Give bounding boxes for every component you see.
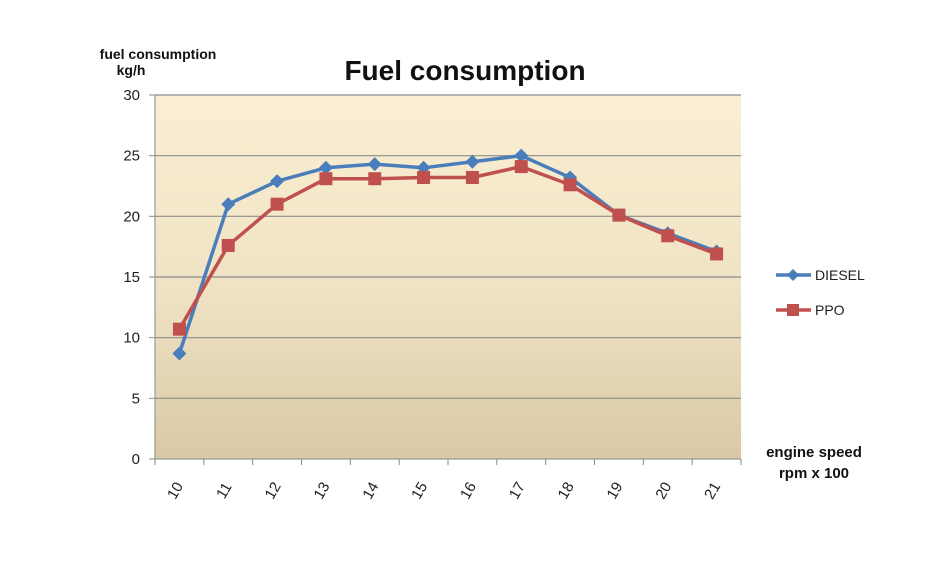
chart-title: Fuel consumption <box>344 55 585 86</box>
data-point-ppo <box>563 178 577 192</box>
data-point-diesel <box>221 197 236 212</box>
x-tick-label: 11 <box>213 480 236 502</box>
data-point-ppo <box>417 171 431 185</box>
grid-lines <box>155 94 741 399</box>
data-point-ppo <box>368 172 382 186</box>
y-axis-label-line2: kg/h <box>117 62 146 78</box>
data-point-diesel <box>465 154 480 169</box>
x-tick-label: 18 <box>555 479 578 502</box>
y-tick-label: 5 <box>132 390 140 407</box>
data-point-diesel <box>172 346 187 361</box>
data-point-diesel <box>318 160 333 175</box>
legend: DIESEL PPO <box>776 267 865 318</box>
data-point-ppo <box>710 247 724 261</box>
data-point-diesel <box>367 157 382 172</box>
x-tick-label: 10 <box>164 479 187 502</box>
data-point-diesel <box>270 174 285 189</box>
data-point-ppo <box>172 322 186 336</box>
y-tick-labels: 0 5 10 15 20 25 30 <box>123 87 140 468</box>
data-point-ppo <box>661 229 675 243</box>
x-tick-label: 12 <box>262 479 285 502</box>
data-point-ppo <box>612 208 626 222</box>
data-point-ppo <box>465 171 479 185</box>
y-tick-label: 15 <box>123 269 140 286</box>
x-tick-label: 17 <box>506 479 529 502</box>
x-axis-label-line1: engine speed <box>766 444 862 461</box>
data-series <box>172 148 724 361</box>
y-tick-label: 30 <box>123 87 140 104</box>
axes <box>149 94 742 465</box>
x-tick-label: 21 <box>701 479 724 502</box>
y-tick-label: 10 <box>123 330 140 347</box>
legend-label-diesel: DIESEL <box>815 267 865 283</box>
legend-marker-diesel <box>787 269 799 281</box>
legend-label-ppo: PPO <box>815 302 845 318</box>
x-axis-label-line2: rpm x 100 <box>779 465 849 482</box>
x-tick-label: 13 <box>310 479 333 502</box>
data-point-ppo <box>514 160 528 174</box>
data-point-ppo <box>270 197 284 211</box>
data-point-ppo <box>221 238 235 252</box>
x-tick-labels: 10 11 12 13 14 15 16 17 18 19 20 21 <box>164 479 724 502</box>
legend-marker-ppo <box>787 304 799 316</box>
x-tick-label: 14 <box>359 479 382 502</box>
y-axis-label-line1: fuel consumption <box>100 46 217 62</box>
x-tick-label: 16 <box>457 479 480 502</box>
y-tick-label: 25 <box>123 148 140 165</box>
data-point-ppo <box>319 172 333 186</box>
data-point-diesel <box>514 148 529 163</box>
x-tick-label: 19 <box>603 479 626 502</box>
y-tick-label: 0 <box>132 451 140 468</box>
y-tick-label: 20 <box>123 208 140 225</box>
series-line-ppo <box>177 164 718 331</box>
x-tick-label: 20 <box>652 479 675 502</box>
x-tick-label: 15 <box>408 479 431 502</box>
